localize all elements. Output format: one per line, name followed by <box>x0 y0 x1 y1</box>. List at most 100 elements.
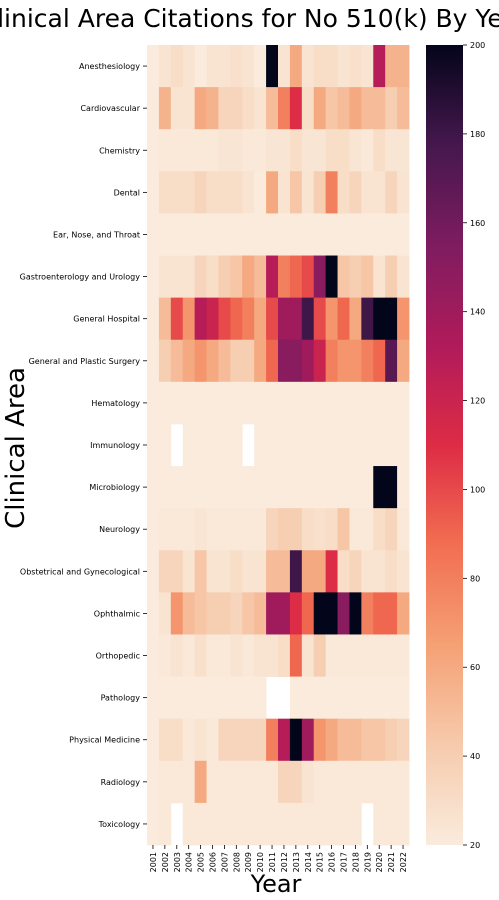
heatmap-cell <box>349 339 362 383</box>
heatmap-cell <box>337 466 350 509</box>
heatmap-cell <box>337 339 350 383</box>
heatmap-cell <box>373 718 386 762</box>
x-tick-label: 2015 <box>316 852 325 872</box>
x-tick-label: 2020 <box>375 852 384 872</box>
heatmap-cell <box>194 171 207 214</box>
y-tick-label: Gastroenterology and Urology <box>20 273 141 282</box>
heatmap-cell <box>147 676 160 720</box>
heatmap-cell <box>230 129 243 172</box>
heatmap-cell <box>289 171 303 214</box>
heatmap-cell <box>218 45 231 88</box>
heatmap-cell <box>289 45 303 88</box>
heatmap-cell <box>218 760 231 804</box>
heatmap-cell <box>158 676 172 720</box>
heatmap-cell <box>361 171 374 214</box>
heatmap-cell <box>361 45 374 88</box>
heatmap-cell <box>325 339 338 383</box>
heatmap-cell <box>206 718 219 762</box>
heatmap-cell <box>206 381 219 425</box>
heatmap-cell <box>385 171 398 214</box>
x-tick-label: 2022 <box>399 852 408 872</box>
heatmap-cell <box>266 255 279 299</box>
heatmap-cell <box>349 550 362 593</box>
heatmap-cell <box>385 381 398 425</box>
heatmap-cell <box>218 634 231 677</box>
heatmap-cell <box>206 466 219 509</box>
heatmap-cell <box>301 381 315 425</box>
heatmap-cell <box>397 87 410 130</box>
heatmap-cell <box>147 634 160 677</box>
heatmap-cell <box>313 129 327 172</box>
heatmap-cell <box>361 213 374 256</box>
heatmap-cell <box>325 297 338 341</box>
heatmap-cell <box>385 760 398 804</box>
heatmap-cell <box>313 802 327 846</box>
heatmap-cell <box>170 171 184 214</box>
heatmap-cell <box>349 255 362 299</box>
colorbar: 20 40 60 80 100 120 140 160 180 200 <box>426 41 485 850</box>
heatmap-cell <box>206 87 219 130</box>
heatmap-cell <box>325 676 338 720</box>
heatmap-cell <box>289 297 303 341</box>
heatmap-cell <box>194 802 207 846</box>
heatmap-cell <box>373 255 386 299</box>
heatmap-cell <box>337 676 350 720</box>
y-tick-label: Physical Medicine <box>69 736 140 745</box>
heatmap-cell <box>301 760 315 804</box>
heatmap-cell <box>254 802 267 846</box>
heatmap-cell <box>325 129 338 172</box>
heatmap-cell <box>230 592 243 635</box>
heatmap-cell <box>385 592 398 635</box>
heatmap-cell <box>349 676 362 720</box>
heatmap-cell <box>206 760 219 804</box>
heatmap-cell <box>158 381 172 425</box>
heatmap-cell <box>337 381 350 425</box>
heatmap-cell <box>278 718 291 762</box>
heatmap-cell <box>337 592 350 635</box>
heatmap-cell <box>278 802 291 846</box>
heatmap-cell <box>289 339 303 383</box>
heatmap-cell <box>242 466 255 509</box>
heatmap-cell <box>361 466 374 509</box>
heatmap-cell <box>289 676 303 720</box>
heatmap-cell <box>242 718 255 762</box>
heatmap-cell <box>278 508 291 551</box>
heatmap-cell <box>206 213 219 256</box>
heatmap-cell <box>373 634 386 677</box>
heatmap-cell <box>242 171 255 214</box>
heatmap-cell <box>230 381 243 425</box>
heatmap-cell <box>182 760 196 804</box>
heatmap-cell <box>230 87 243 130</box>
heatmap-cell <box>301 508 315 551</box>
heatmap-cell <box>242 129 255 172</box>
heatmap-cell <box>254 339 267 383</box>
chart-title: Clinical Area Citations for No 510(k) By… <box>0 4 499 33</box>
heatmap-cell <box>170 550 184 593</box>
heatmap-cell <box>397 171 410 214</box>
heatmap-cell <box>218 802 231 846</box>
x-tick-label: 2011 <box>268 852 277 872</box>
heatmap-cell <box>325 718 338 762</box>
heatmap-cell <box>301 171 315 214</box>
heatmap-cell <box>182 87 196 130</box>
heatmap-cell <box>218 171 231 214</box>
heatmap-cell <box>147 297 160 341</box>
heatmap-cell <box>313 550 327 593</box>
heatmap-cell <box>373 87 386 130</box>
heatmap-cell <box>218 213 231 256</box>
y-tick-label: Immunology <box>90 441 140 450</box>
heatmap-cell <box>254 213 267 256</box>
heatmap-cell <box>289 718 303 762</box>
heatmap-cell <box>218 718 231 762</box>
heatmap-cell <box>313 297 327 341</box>
x-axis-label: Year <box>250 870 302 898</box>
heatmap-cell <box>158 718 172 762</box>
heatmap-cell <box>301 45 315 88</box>
heatmap-cell <box>194 45 207 88</box>
heatmap-cell <box>373 381 386 425</box>
heatmap-cell <box>254 87 267 130</box>
x-tick-label: 2003 <box>173 852 182 872</box>
heatmap-cell <box>230 423 243 467</box>
heatmap-cell <box>218 129 231 172</box>
heatmap-cell <box>242 213 255 256</box>
